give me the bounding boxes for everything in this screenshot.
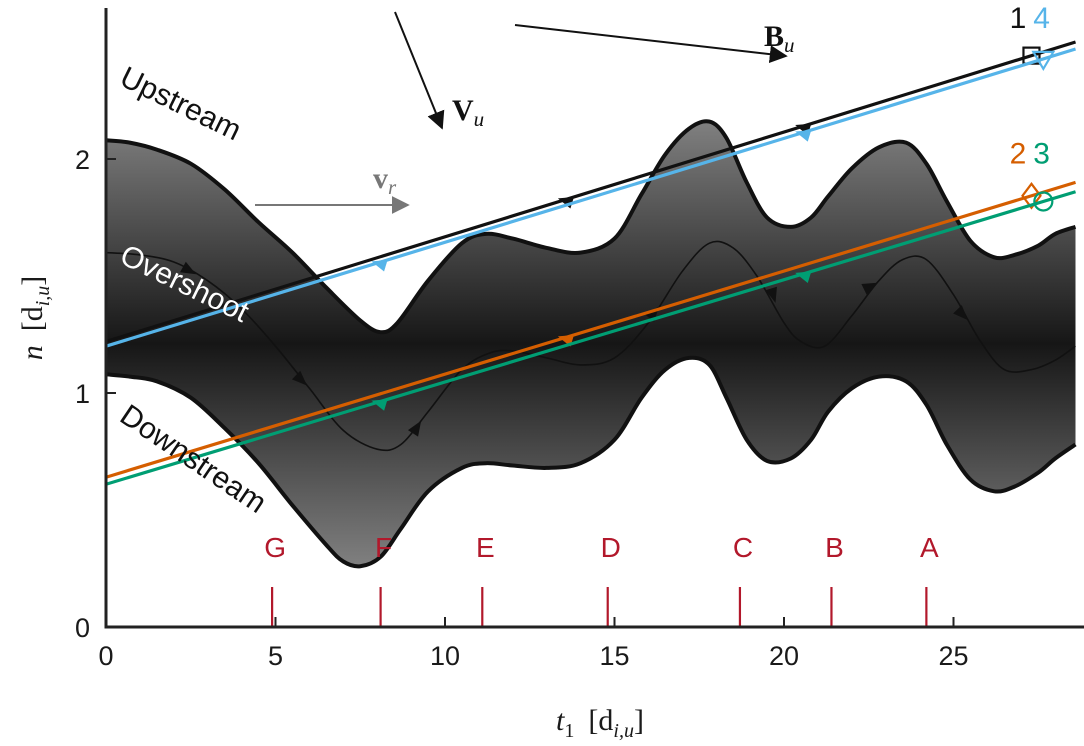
event-label-B: B	[825, 532, 844, 563]
field-lines	[106, 40, 1077, 486]
field-line-2	[106, 180, 1077, 479]
event-label-G: G	[264, 532, 286, 563]
center-line-arrow	[765, 286, 777, 303]
y-tick-label: 2	[75, 145, 90, 175]
v-flow-vector: Vu	[394, 11, 484, 131]
event-label-D: D	[601, 532, 621, 563]
event-label-F: F	[375, 532, 392, 563]
x-axis-unit-close: ]	[634, 704, 644, 737]
series-number-labels: 1 4 2 3	[1010, 2, 1050, 171]
x-axis-var: t	[556, 704, 565, 737]
x-axis-title: t1 [di,u]	[556, 704, 644, 742]
upstream-label: Upstream	[115, 61, 246, 148]
b-field-label: Bu	[764, 20, 795, 57]
event-label-C: C	[733, 532, 753, 563]
y-axis-unit-open: [d	[16, 306, 49, 331]
field-line-arrow	[795, 271, 812, 283]
series-label-1: 1	[1010, 2, 1027, 35]
series-label-2: 2	[1010, 138, 1027, 171]
center-line-arrow	[953, 305, 968, 321]
series-label-4: 4	[1033, 2, 1050, 35]
x-tick-label: 0	[98, 641, 113, 671]
marker-triangle-down	[1031, 50, 1056, 72]
x-tick-label: 25	[938, 641, 968, 671]
y-tick-label: 0	[75, 613, 90, 643]
band-lower-edge	[106, 355, 1077, 569]
x-tick-label: 10	[430, 641, 460, 671]
band-fill	[106, 121, 1076, 567]
center-line-arrow	[861, 282, 878, 295]
band-upper-edge	[106, 119, 1077, 335]
event-label-A: A	[920, 532, 939, 563]
plasma-band	[106, 119, 1077, 569]
series-label-3: 3	[1033, 138, 1050, 171]
x-tick-label: 5	[268, 641, 283, 671]
field-line-arrow	[371, 399, 388, 411]
field-line-3	[106, 190, 1077, 486]
field-line-arrow	[795, 130, 812, 142]
x-tick-label: 15	[599, 641, 629, 671]
y-axis-unit-sub: i,u	[32, 286, 54, 307]
x-axis-unit-sub: i,u	[613, 720, 634, 742]
center-line-arrow	[180, 261, 197, 275]
b-field-vector: Bu	[514, 20, 795, 64]
marker-circle	[1033, 191, 1054, 212]
field-line-1	[106, 40, 1077, 344]
marker-diamond	[1021, 181, 1042, 210]
y-tick-label: 1	[75, 379, 90, 409]
center-line-arrow	[291, 370, 307, 386]
x-tick-label: 20	[769, 641, 799, 671]
field-line-arrow	[371, 259, 388, 272]
v-flow-arrow	[394, 11, 445, 130]
v-r-label: vr	[373, 162, 397, 199]
v-r-vector: vr	[255, 162, 410, 214]
y-axis-var: n	[16, 345, 49, 360]
y-axis-title: n [di,u]	[16, 276, 54, 361]
field-line-4	[106, 47, 1077, 348]
x-axis-unit-open: [d	[588, 704, 613, 737]
center-line-arrow	[407, 420, 422, 437]
axis-ticks: 0 5 10 15 20 25 0 1 2	[75, 145, 969, 671]
event-label-E: E	[476, 532, 495, 563]
b-field-arrow	[514, 24, 788, 64]
y-axis-unit-close: ]	[16, 276, 49, 286]
v-flow-label: Vu	[452, 94, 484, 131]
x-axis-var-sub: 1	[564, 720, 574, 742]
